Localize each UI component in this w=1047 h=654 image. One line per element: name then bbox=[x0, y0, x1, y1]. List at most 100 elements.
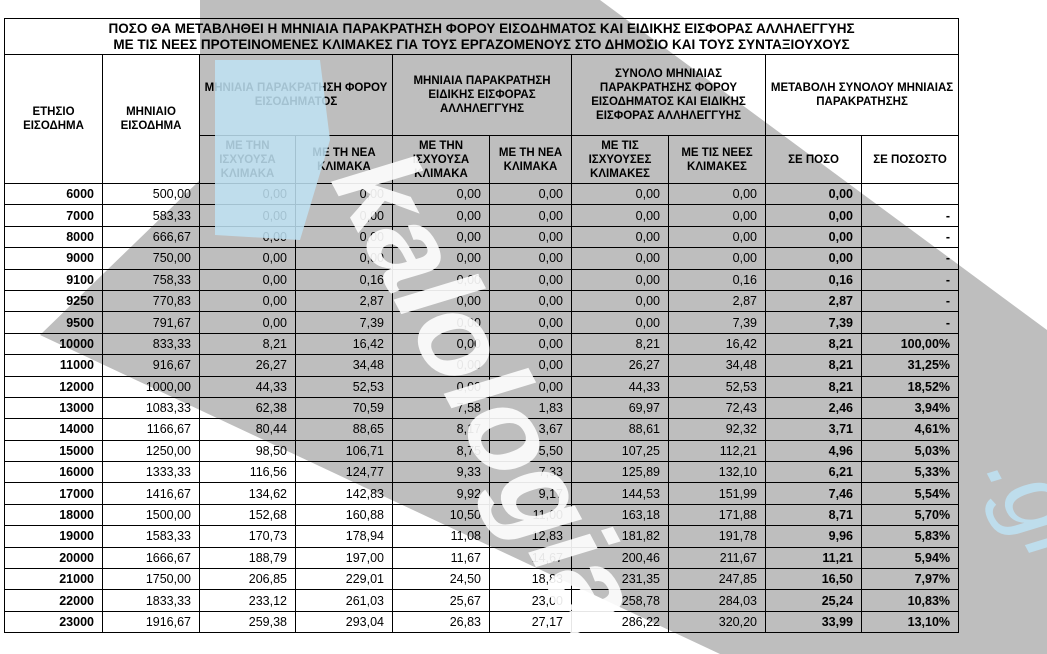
total-current-cell: 107,25 bbox=[571, 439, 669, 463]
change-percent-cell: 100,00% bbox=[860, 332, 960, 356]
levy-new-cell: 0,00 bbox=[489, 182, 572, 206]
table-row: 6000 500,00 0,00 0,00 0,00 0,00 0,00 0,00 0,00 bbox=[4, 182, 960, 206]
levy-new-cell: 0,00 bbox=[489, 204, 572, 227]
change-amount-cell: 3,71 bbox=[765, 418, 862, 441]
annual-income-cell: 21000 bbox=[4, 568, 103, 591]
levy-current-cell: 0,00 bbox=[392, 204, 490, 227]
total-new-cell: 151,99 bbox=[668, 482, 766, 505]
change-percent-cell: 4,61% bbox=[860, 418, 960, 441]
total-new-cell: 16,42 bbox=[668, 332, 766, 356]
total-current-cell: 181,82 bbox=[571, 525, 669, 548]
annual-income-cell: 6000 bbox=[4, 182, 103, 206]
total-current-cell: 0,00 bbox=[571, 225, 669, 249]
levy-new-cell: 5,50 bbox=[489, 439, 572, 463]
tax-new-cell: 88,65 bbox=[295, 418, 393, 441]
change-amount-cell: 6,21 bbox=[765, 461, 862, 484]
table-row: 9250 770,83 0,00 2,87 0,00 0,00 0,00 2,87 2,87- bbox=[4, 289, 960, 313]
levy-current-cell: 25,67 bbox=[392, 589, 490, 612]
tax-current-cell: 26,27 bbox=[199, 354, 296, 377]
tax-current-cell: 0,00 bbox=[199, 182, 296, 206]
annual-income-cell: 15000 bbox=[4, 439, 103, 463]
total-new-cell: 247,85 bbox=[668, 568, 766, 591]
tax-current-cell: 98,50 bbox=[199, 439, 296, 463]
total-new-cell: 0,00 bbox=[668, 247, 766, 270]
table-row: 12000 1000,00 44,33 52,53 0,00 0,00 44,33 52,53… bbox=[4, 375, 960, 398]
tax-current-cell: 0,00 bbox=[199, 311, 296, 334]
total-current-cell: 163,18 bbox=[571, 503, 669, 527]
tax-current-cell: 0,00 bbox=[199, 247, 296, 270]
tax-new-cell: 261,03 bbox=[295, 589, 393, 612]
monthly-income-cell: 1416,67 bbox=[102, 482, 200, 505]
tax-new-cell: 142,83 bbox=[295, 482, 393, 505]
levy-new-cell: 0,00 bbox=[489, 225, 572, 249]
total-new-cell: 284,03 bbox=[668, 589, 766, 612]
change-percent-cell: 13,10% bbox=[860, 610, 960, 634]
tax-new-cell: 70,59 bbox=[295, 396, 393, 420]
tax-current-cell: 259,38 bbox=[199, 610, 296, 634]
annual-income-cell: 17000 bbox=[4, 482, 103, 505]
subheader: ΣΕ ΠΟΣΟ bbox=[765, 135, 862, 184]
change-percent-cell: 5,83% bbox=[860, 525, 960, 548]
annual-income-cell: 14000 bbox=[4, 418, 103, 441]
tax-new-cell: 7,39 bbox=[295, 311, 393, 334]
header-monthly-income: ΜΗΝΙΑΙΟ ΕΙΣΟΔΗΜΑ bbox=[102, 54, 200, 184]
table-row: 13000 1083,33 62,38 70,59 7,58 1,83 69,97 72,43… bbox=[4, 396, 960, 420]
levy-new-cell: 23,00 bbox=[489, 589, 572, 612]
tax-current-cell: 0,00 bbox=[199, 268, 296, 291]
monthly-income-cell: 583,33 bbox=[102, 204, 200, 227]
levy-new-cell: 0,00 bbox=[489, 289, 572, 313]
annual-income-cell: 22000 bbox=[4, 589, 103, 612]
levy-new-cell: 0,00 bbox=[489, 375, 572, 398]
header-change-group: ΜΕΤΑΒΟΛΗ ΣΥΝΟΛΟΥ ΜΗΝΙΑΙΑΣ ΠΑΡΑΚΡΑΤΗΣΗΣ bbox=[764, 54, 960, 136]
change-percent-cell: - bbox=[860, 204, 960, 227]
annual-income-cell: 18000 bbox=[4, 503, 103, 527]
tax-current-cell: 134,62 bbox=[199, 482, 296, 505]
change-percent-cell bbox=[860, 182, 960, 206]
total-new-cell: 7,39 bbox=[668, 311, 766, 334]
change-percent-cell: 5,33% bbox=[860, 461, 960, 484]
annual-income-cell: 9500 bbox=[4, 311, 103, 334]
header-tax-group: ΜΗΝΙΑΙΑ ΠΑΡΑΚΡΑΤΗΣΗ ΦΟΡΟΥ ΕΙΣΟΔΗΜΑΤΟΣ bbox=[199, 54, 393, 136]
annual-income-cell: 20000 bbox=[4, 546, 103, 570]
tax-current-cell: 0,00 bbox=[199, 289, 296, 313]
table-row: 9100 758,33 0,00 0,16 0,00 0,00 0,00 0,16 0,16- bbox=[4, 268, 960, 291]
levy-current-cell: 0,00 bbox=[392, 247, 490, 270]
table-row: 11000 916,67 26,27 34,48 0,00 0,00 26,27 34,48 8… bbox=[4, 354, 960, 377]
total-current-cell: 69,97 bbox=[571, 396, 669, 420]
levy-new-cell: 27,17 bbox=[489, 610, 572, 634]
total-new-cell: 0,00 bbox=[668, 182, 766, 206]
table-row: 21000 1750,00 206,85 229,01 24,50 18,83 231,35… bbox=[4, 568, 960, 591]
change-percent-cell: - bbox=[860, 289, 960, 313]
change-amount-cell: 11,21 bbox=[765, 546, 862, 570]
total-new-cell: 0,00 bbox=[668, 204, 766, 227]
change-percent-cell: 3,94% bbox=[860, 396, 960, 420]
monthly-income-cell: 1333,33 bbox=[102, 461, 200, 484]
total-current-cell: 231,35 bbox=[571, 568, 669, 591]
annual-income-cell: 13000 bbox=[4, 396, 103, 420]
change-percent-cell: - bbox=[860, 225, 960, 249]
levy-new-cell: 7,33 bbox=[489, 461, 572, 484]
total-current-cell: 0,00 bbox=[571, 247, 669, 270]
total-new-cell: 34,48 bbox=[668, 354, 766, 377]
levy-current-cell: 0,00 bbox=[392, 311, 490, 334]
total-current-cell: 0,00 bbox=[571, 268, 669, 291]
tax-new-cell: 2,87 bbox=[295, 289, 393, 313]
monthly-income-cell: 770,83 bbox=[102, 289, 200, 313]
monthly-income-cell: 1750,00 bbox=[102, 568, 200, 591]
tax-current-cell: 188,79 bbox=[199, 546, 296, 570]
total-current-cell: 8,21 bbox=[571, 332, 669, 356]
annual-income-cell: 10000 bbox=[4, 332, 103, 356]
total-new-cell: 211,67 bbox=[668, 546, 766, 570]
change-percent-cell: - bbox=[860, 268, 960, 291]
tax-new-cell: 178,94 bbox=[295, 525, 393, 548]
tax-current-cell: 206,85 bbox=[199, 568, 296, 591]
monthly-income-cell: 791,67 bbox=[102, 311, 200, 334]
table-row: 19000 1583,33 170,73 178,94 11,08 12,83 181,82… bbox=[4, 525, 960, 548]
levy-new-cell: 0,00 bbox=[489, 268, 572, 291]
tax-new-cell: 160,88 bbox=[295, 503, 393, 527]
monthly-income-cell: 1250,00 bbox=[102, 439, 200, 463]
levy-current-cell: 9,92 bbox=[392, 482, 490, 505]
total-new-cell: 132,10 bbox=[668, 461, 766, 484]
tax-current-cell: 44,33 bbox=[199, 375, 296, 398]
levy-current-cell: 9,33 bbox=[392, 461, 490, 484]
